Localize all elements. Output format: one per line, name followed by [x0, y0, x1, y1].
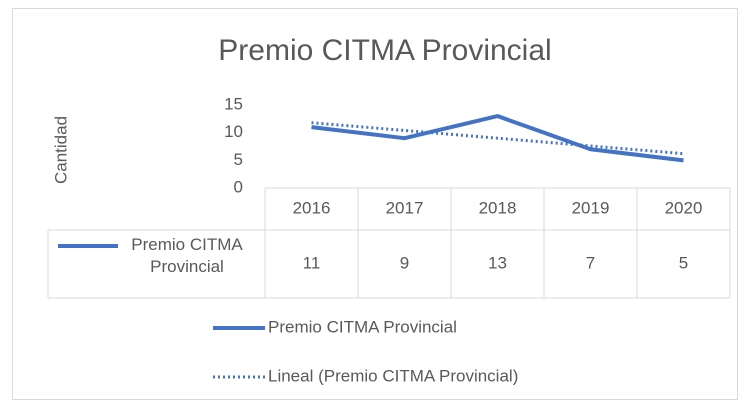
table-value: 5 [679, 253, 688, 272]
table-value: 11 [303, 253, 321, 272]
table-series-name: Premio CITMA Provincial [131, 235, 243, 276]
chart-border [12, 8, 738, 400]
x-tick-label: 2018 [479, 198, 517, 217]
y-tick-label: 10 [224, 122, 243, 141]
y-axis-title: Cantidad [51, 116, 70, 184]
trendline [311, 121, 684, 156]
table-value: 13 [488, 253, 507, 272]
y-tick-label: 0 [234, 177, 243, 196]
series-line [311, 114, 684, 163]
series-name: Premio CITMA Provincial [131, 235, 243, 276]
table-value: 7 [586, 253, 595, 272]
x-tick-label: 2019 [572, 198, 610, 217]
legend-label: Premio CITMA Provincial [268, 317, 457, 336]
chart-title: Premio CITMA Provincial [218, 34, 551, 67]
y-tick-label: 5 [234, 150, 243, 169]
legend-label: Lineal (Premio CITMA Provincial) [268, 366, 518, 385]
x-tick-label: 2016 [293, 198, 331, 217]
x-tick-label: 2020 [665, 198, 703, 217]
x-tick-label: 2017 [386, 198, 424, 217]
y-tick-label: 15 [224, 94, 243, 113]
table-value: 9 [400, 253, 409, 272]
